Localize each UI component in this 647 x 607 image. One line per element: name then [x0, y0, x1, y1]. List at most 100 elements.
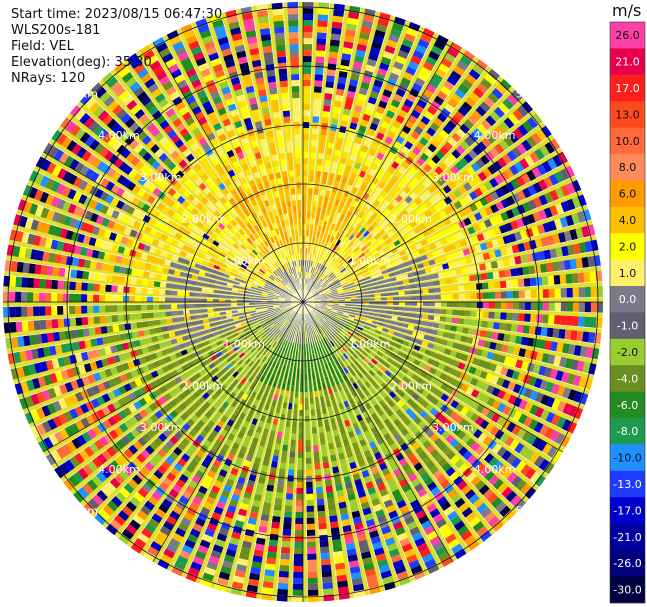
- range-gate: [455, 403, 465, 413]
- range-gate: [346, 365, 353, 372]
- range-gate: [276, 177, 283, 185]
- range-gate: [383, 581, 396, 591]
- range-gate: [285, 314, 291, 319]
- range-gate: [201, 533, 213, 543]
- range-gate: [406, 27, 419, 38]
- range-gate: [285, 321, 290, 328]
- range-gate: [321, 364, 326, 372]
- range-gate: [367, 331, 375, 337]
- range-gate: [329, 45, 340, 53]
- range-gate: [131, 184, 142, 195]
- range-gate: [383, 323, 390, 329]
- range-gate: [135, 295, 142, 302]
- range-gate: [261, 249, 267, 256]
- range-gate: [312, 330, 316, 337]
- range-gate: [280, 358, 285, 365]
- range-gate: [39, 175, 50, 188]
- range-gate: [337, 131, 346, 140]
- range-gate: [273, 235, 279, 242]
- range-gate: [389, 341, 397, 347]
- range-gate: [338, 376, 344, 384]
- range-gate: [518, 313, 525, 322]
- range-gate: [237, 257, 245, 263]
- range-gate: [209, 464, 219, 474]
- range-gate: [388, 548, 400, 558]
- range-gate: [220, 262, 228, 268]
- range-gate: [220, 367, 228, 375]
- range-gate: [122, 394, 132, 404]
- range-gate: [379, 62, 390, 71]
- range-gate: [88, 442, 100, 454]
- range-gate: [255, 537, 266, 545]
- range-gate: [206, 396, 215, 405]
- range-gate: [240, 6, 253, 15]
- range-gate: [25, 349, 34, 361]
- range-gate: [276, 44, 286, 52]
- range-gate: [463, 421, 473, 432]
- range-gate: [16, 261, 24, 273]
- range-gate: [236, 326, 243, 332]
- range-gate: [386, 345, 394, 352]
- range-gate: [215, 351, 223, 358]
- range-gate: [166, 471, 177, 482]
- range-gate: [198, 62, 210, 72]
- range-gate: [362, 302, 369, 305]
- range-gate: [215, 379, 223, 387]
- range-gate: [232, 408, 240, 417]
- range-gate: [496, 446, 507, 458]
- range-gate: [196, 89, 208, 99]
- range-gate: [258, 163, 266, 171]
- range-gate: [51, 129, 63, 142]
- range-gate: [95, 359, 104, 369]
- range-gate: [352, 382, 359, 390]
- range-gate: [378, 564, 391, 574]
- range-gate: [126, 181, 137, 191]
- range-gate: [27, 306, 34, 317]
- range-gate: [276, 287, 283, 292]
- range-gate: [313, 323, 317, 330]
- range-gate: [440, 556, 453, 568]
- ray-gap: [5, 259, 304, 303]
- range-gate: [41, 389, 51, 401]
- range-gate: [94, 272, 102, 281]
- range-gate: [369, 122, 379, 131]
- range-gate: [216, 419, 225, 428]
- range-gate: [380, 332, 388, 338]
- range-gate: [265, 63, 275, 71]
- range-gate: [403, 417, 412, 427]
- range-gate: [247, 375, 254, 383]
- range-gate: [172, 344, 180, 352]
- range-gate: [234, 146, 243, 155]
- range-gate: [386, 39, 398, 49]
- range-gate: [408, 21, 421, 32]
- range-gate: [117, 409, 127, 420]
- range-gate: [577, 316, 585, 328]
- range-gate: [254, 120, 263, 129]
- range-gate: [266, 441, 274, 449]
- range-gate: [228, 275, 236, 280]
- range-gate: [523, 388, 533, 399]
- ray-gap: [302, 301, 416, 581]
- range-gate: [189, 366, 198, 374]
- range-gate: [232, 284, 239, 289]
- range-gate: [241, 324, 249, 329]
- range-gate: [384, 369, 392, 377]
- range-gate: [268, 224, 274, 231]
- range-gate: [130, 369, 139, 378]
- range-gate: [285, 263, 290, 270]
- range-gate: [283, 359, 288, 366]
- range-gate: [171, 202, 181, 211]
- range-gate: [284, 426, 290, 434]
- range-gate: [538, 339, 546, 350]
- range-gate: [545, 396, 556, 408]
- range-gate: [267, 478, 275, 486]
- range-gate: [292, 336, 296, 344]
- range-gate: [118, 469, 130, 481]
- range-gate: [249, 160, 257, 168]
- ray-gap: [302, 2, 315, 303]
- range-gate: [282, 319, 287, 325]
- range-gate: [379, 366, 387, 373]
- range-gate: [278, 419, 285, 427]
- range-gate: [264, 563, 276, 571]
- range-gate: [351, 116, 360, 125]
